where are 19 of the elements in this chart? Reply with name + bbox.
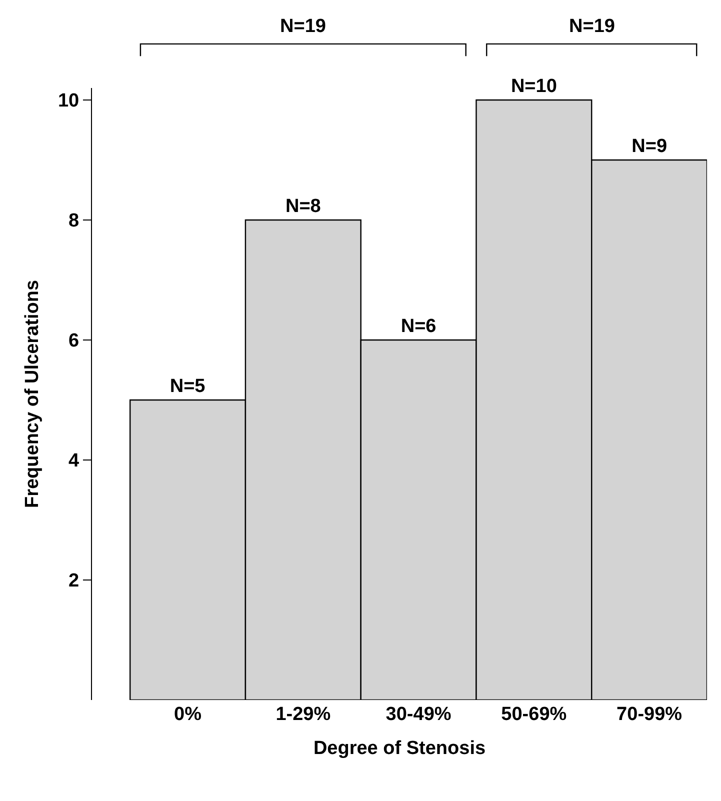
data-label: N=5: [170, 376, 206, 397]
x-tick-label: 0%: [174, 704, 202, 725]
y-axis-title: Frequency of Ulcerations: [22, 280, 43, 508]
x-tick-label: 1-29%: [276, 704, 331, 725]
text: N=19: [569, 16, 615, 37]
text: N=19: [280, 16, 326, 37]
data-label: N=9: [632, 136, 668, 157]
x-axis-title: Degree of Stenosis: [313, 738, 486, 759]
y-tick-label: 4: [68, 450, 80, 472]
x-tick-label: 50-69%: [501, 704, 567, 725]
data-label: N=6: [400, 316, 436, 337]
data-label: N=10: [510, 76, 557, 97]
y-tick-label: 2: [68, 570, 80, 592]
y-tick-label: 8: [68, 210, 80, 232]
x-tick-label: 70-99%: [616, 704, 682, 725]
data-label: N=8: [285, 196, 321, 217]
y-tick-label: 6: [68, 330, 80, 352]
x-tick-label: 30-49%: [386, 704, 452, 725]
y-tick-label: 10: [58, 90, 80, 112]
